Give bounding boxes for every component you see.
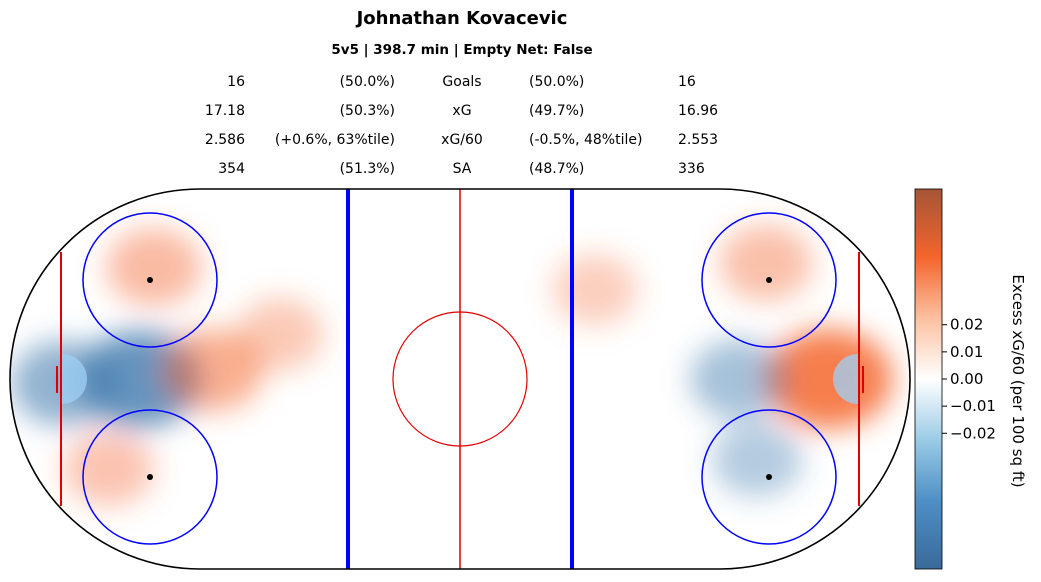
rink-markings: [9, 188, 911, 570]
heat-spot-left-bottom-low: [63, 430, 155, 506]
stat-label: Goals: [442, 74, 482, 90]
faceoff-circle-left-top: [82, 212, 218, 348]
stat-label: SA: [452, 161, 472, 177]
stat-left-pct: (50.0%): [339, 74, 395, 90]
right-crease: [833, 354, 858, 404]
colorbar: 0.02 0.01 0.00 −0.01 −0.02: [914, 188, 996, 570]
stat-label: xG/60: [441, 132, 483, 148]
faceoff-dot-right-bottom: [766, 474, 772, 480]
colorbar-tick-label: −0.01: [950, 397, 996, 415]
stat-right-pct: (48.7%): [529, 161, 585, 177]
colorbar-gradient: [914, 188, 943, 570]
colorbar-tick-label: 0.00: [950, 370, 983, 388]
heat-spot-left-high-slot: [161, 328, 264, 412]
page-title: Johnathan Kovacevic: [356, 8, 568, 29]
stat-left-value: 354: [218, 161, 245, 177]
heat-spot-right-top-circle: [719, 224, 813, 302]
stat-right-pct: (49.7%): [529, 103, 585, 119]
heat-spot-left-top-circle: [106, 228, 202, 307]
heat-spot-right-crease: [765, 329, 893, 429]
stat-right-pct: (-0.5%, 48%tile): [529, 132, 643, 148]
faceoff-dot-right-top: [766, 277, 772, 283]
stat-right-value: 16.96: [678, 103, 719, 119]
stat-right-value: 16: [678, 74, 696, 90]
heat-spot-right-bottom-circle: [711, 422, 803, 497]
stat-label: xG: [452, 103, 472, 119]
stat-left-pct: (+0.6%, 63%tile): [274, 132, 395, 148]
faceoff-circle-right-top: [701, 212, 837, 348]
faceoff-dot-left-bottom: [147, 474, 153, 480]
heatmap-layer: [11, 224, 893, 506]
stat-right-value: 2.553: [678, 132, 719, 148]
stat-right-pct: (50.0%): [529, 74, 585, 90]
colorbar-ticks: 0.02 0.01 0.00 −0.01 −0.02: [942, 316, 996, 442]
stat-left-value: 17.18: [204, 103, 245, 119]
colorbar-tick-label: 0.01: [950, 343, 983, 361]
stat-left-pct: (51.3%): [339, 161, 395, 177]
page-subtitle: 5v5 | 398.7 min | Empty Net: False: [331, 42, 593, 58]
heat-spot-right-neutral-top: [552, 253, 638, 326]
rink-boards: [9, 188, 911, 570]
faceoff-dot-left-top: [147, 277, 153, 283]
stat-left-value: 16: [227, 74, 245, 90]
heat-spot-left-point: [236, 298, 324, 371]
stat-right-value: 336: [678, 161, 705, 177]
center-circle: [392, 311, 528, 447]
colorbar-tick-label: −0.02: [950, 424, 996, 442]
colorbar-tick-label: 0.02: [950, 316, 983, 334]
faceoff-circle-right-bottom: [701, 409, 837, 545]
left-crease: [62, 354, 87, 404]
colorbar-label: Excess xG/60 (per 100 sq ft): [1009, 274, 1027, 488]
stat-left-value: 2.586: [204, 132, 245, 148]
stat-left-pct: (50.3%): [339, 103, 395, 119]
heat-spot-right-slot-right: [690, 339, 788, 419]
faceoff-circle-left-bottom: [82, 409, 218, 545]
